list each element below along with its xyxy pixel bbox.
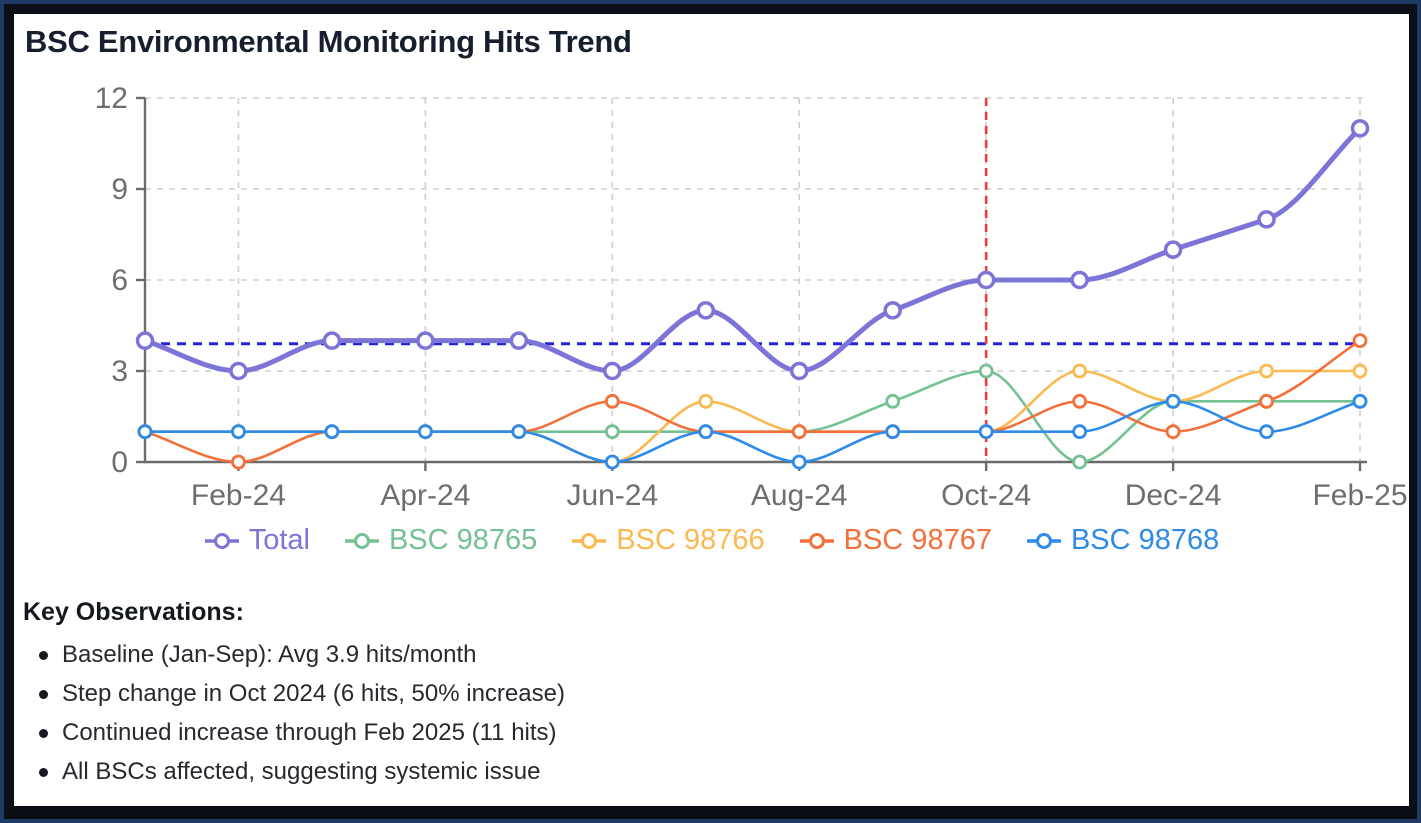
- legend-item-bsc-98767: BSC 98767: [799, 526, 992, 555]
- data-point-marker: [231, 454, 246, 470]
- data-point-marker: [229, 361, 248, 381]
- trend-chart: 0 3 6 9 12 Feb-24 Apr-24 Jun-24 Aug-24 Oct-24 Dec-…: [95, 82, 1408, 512]
- data-point-marker: [1352, 333, 1368, 349]
- legend-label: BSC 98766: [616, 524, 765, 556]
- bullet-icon: [39, 690, 48, 699]
- data-point-marker: [1072, 424, 1088, 440]
- line-marker-icon: [799, 532, 834, 549]
- observation-item: Baseline (Jan-Sep): Avg 3.9 hits/month: [23, 639, 565, 678]
- data-point-marker: [978, 424, 994, 440]
- x-tick-label: Feb-25: [1312, 479, 1407, 512]
- data-point-marker: [1072, 393, 1088, 409]
- bullet-icon: [39, 651, 48, 660]
- data-point-marker: [1259, 363, 1274, 379]
- x-tick-label: Aug-24: [751, 479, 848, 512]
- legend-item-bsc-98766: BSC 98766: [571, 524, 765, 556]
- data-point-marker: [322, 331, 342, 350]
- gridlines: [145, 97, 1365, 462]
- x-tick-label: Apr-24: [380, 479, 470, 512]
- bullet-icon: [39, 729, 48, 738]
- chart-legend: Total BSC 98765 BSC 98766 BSC 98767: [14, 526, 1409, 555]
- data-point-marker: [698, 424, 714, 440]
- data-point-marker: [791, 424, 807, 440]
- data-point-marker: [1165, 393, 1181, 409]
- data-point-marker: [324, 424, 340, 440]
- x-tick-label: Oct-24: [941, 479, 1031, 512]
- data-point-marker: [137, 424, 153, 440]
- tick-labels: 0 3 6 9 12 Feb-24 Apr-24 Jun-24 Aug-24 Oct-24 Dec-…: [95, 82, 1408, 512]
- data-point-marker: [1350, 119, 1370, 138]
- series-total-line: [142, 125, 1363, 374]
- series-total-markers: [135, 119, 1370, 381]
- data-point-marker: [603, 361, 622, 381]
- data-point-marker: [978, 363, 994, 379]
- data-point-marker: [883, 301, 902, 320]
- legend-item-bsc-98768: BSC 98768: [1026, 526, 1219, 555]
- data-point-marker: [416, 331, 435, 350]
- data-point-marker: [604, 424, 620, 440]
- observation-item: All BSCs affected, suggesting systemic i…: [23, 756, 565, 795]
- data-point-marker: [509, 331, 529, 350]
- legend-label: BSC 98768: [1070, 524, 1220, 556]
- legend-item-total: Total: [204, 526, 310, 555]
- data-point-marker: [1165, 424, 1181, 440]
- data-point-marker: [1257, 210, 1276, 229]
- data-point-marker: [696, 301, 716, 320]
- data-point-marker: [604, 454, 620, 470]
- legend-label: BSC 98767: [843, 524, 992, 556]
- data-point-marker: [1070, 270, 1089, 290]
- x-tick-label: Feb-24: [191, 479, 286, 512]
- data-point-marker: [1352, 363, 1368, 379]
- legend-item-bsc-98765: BSC 98765: [344, 526, 537, 555]
- x-tick-label: Jun-24: [566, 479, 658, 512]
- y-tick-label: 0: [111, 446, 128, 479]
- observation-item: Step change in Oct 2024 (6 hits, 50% inc…: [23, 678, 565, 717]
- data-point-marker: [789, 361, 809, 381]
- chart-title: BSC Environmental Monitoring Hits Trend: [25, 24, 632, 59]
- data-point-marker: [1072, 454, 1088, 470]
- data-point-marker: [417, 424, 433, 440]
- legend-label: BSC 98765: [388, 524, 538, 556]
- data-point-marker: [1163, 240, 1183, 259]
- y-tick-label: 6: [111, 264, 128, 297]
- data-point-marker: [885, 424, 901, 440]
- legend-label: Total: [248, 524, 310, 556]
- observations-heading: Key Observations:: [23, 598, 244, 626]
- line-marker-icon: [344, 532, 379, 549]
- data-point-marker: [885, 393, 901, 409]
- data-point-marker: [1352, 393, 1368, 409]
- x-tick-label: Dec-24: [1125, 479, 1222, 512]
- data-point-marker: [698, 393, 714, 409]
- observation-item: Continued increase through Feb 2025 (11 …: [23, 717, 565, 756]
- data-point-marker: [604, 393, 620, 409]
- data-point-marker: [791, 454, 807, 470]
- data-point-marker: [511, 424, 527, 440]
- line-marker-icon: [1026, 532, 1061, 549]
- observations-list: Baseline (Jan-Sep): Avg 3.9 hits/month S…: [23, 639, 565, 795]
- series-bsc-98766-line: [143, 369, 1362, 464]
- data-point-marker: [1259, 393, 1274, 409]
- data-point-marker: [1259, 424, 1274, 440]
- bullet-icon: [39, 768, 48, 777]
- line-marker-icon: [204, 532, 239, 549]
- data-point-marker: [976, 270, 996, 290]
- line-marker-icon: [572, 532, 607, 549]
- key-observations: Key Observations: Baseline (Jan-Sep): Av…: [23, 598, 565, 795]
- series-bsc-98768-markers: [137, 393, 1368, 470]
- y-tick-label: 12: [95, 82, 128, 115]
- y-tick-label: 9: [111, 173, 128, 206]
- data-point-marker: [1072, 363, 1088, 379]
- y-tick-label: 3: [111, 355, 128, 388]
- data-point-marker: [135, 331, 155, 350]
- chart-card: BSC Environmental Monitoring Hits Trend …: [14, 14, 1409, 806]
- data-point-marker: [231, 424, 246, 440]
